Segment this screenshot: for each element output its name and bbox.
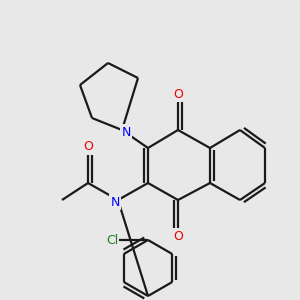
Text: O: O	[173, 230, 183, 242]
Text: N: N	[110, 196, 120, 208]
Text: O: O	[83, 140, 93, 154]
Text: N: N	[121, 125, 131, 139]
Text: O: O	[173, 88, 183, 100]
Text: Cl: Cl	[106, 233, 118, 247]
